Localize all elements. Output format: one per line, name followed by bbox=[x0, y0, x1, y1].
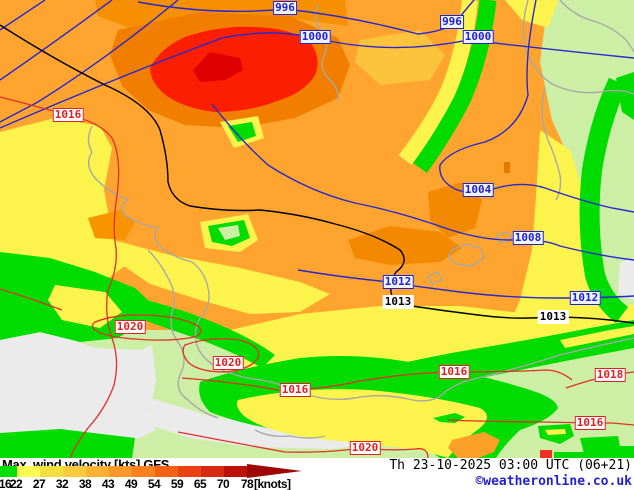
legend-segment bbox=[0, 466, 17, 477]
wind-band-green bbox=[0, 0, 634, 458]
legend-arrow bbox=[247, 464, 302, 478]
legend-segment bbox=[155, 466, 178, 477]
legend-tick: 27 bbox=[32, 477, 46, 490]
legend-unit: [knots] bbox=[254, 477, 291, 490]
legend-segment bbox=[132, 466, 155, 477]
legend-tick: 59 bbox=[170, 477, 184, 490]
legend-segment bbox=[17, 466, 40, 477]
legend-segment bbox=[201, 466, 224, 477]
isobar-line-black bbox=[0, 24, 634, 324]
wind-speed-legend bbox=[0, 464, 320, 478]
wind-speed-legend-ticks: 16 22 27 32 38 43 49 54 59 65 70 78 [knots] bbox=[0, 477, 634, 490]
legend-segment bbox=[86, 466, 109, 477]
legend-segment bbox=[224, 466, 247, 477]
legend-tick: 70 bbox=[216, 477, 230, 490]
wind-speed-map: 996 996 1000 1000 1004 1008 1012 1012 1013 1013 10… bbox=[0, 0, 634, 458]
legend-tick: 78 bbox=[240, 477, 254, 490]
legend-tick: 38 bbox=[78, 477, 92, 490]
forecast-datetime: Th 23-10-2025 03:00 UTC (06+21) bbox=[389, 458, 632, 473]
copyright-link[interactable]: ©weatheronline.co.uk bbox=[475, 474, 632, 489]
legend-tick: 65 bbox=[193, 477, 207, 490]
isobar-lines-red bbox=[0, 96, 634, 458]
wind-speed-map-canvas bbox=[0, 0, 634, 458]
legend-tick: 22 bbox=[9, 477, 23, 490]
legend-tick: 32 bbox=[55, 477, 69, 490]
legend-tick: 43 bbox=[101, 477, 115, 490]
legend-tick: 16 bbox=[0, 477, 12, 490]
wind-band-strong bbox=[88, 0, 510, 265]
legend-tick: 49 bbox=[124, 477, 138, 490]
legend-segment bbox=[63, 466, 86, 477]
coastline-borders bbox=[87, 0, 634, 439]
legend-segment bbox=[178, 466, 201, 477]
legend-tick: 54 bbox=[147, 477, 161, 490]
isobar-lines-blue bbox=[0, 0, 634, 299]
legend-segment bbox=[109, 466, 132, 477]
legend-segment bbox=[40, 466, 63, 477]
